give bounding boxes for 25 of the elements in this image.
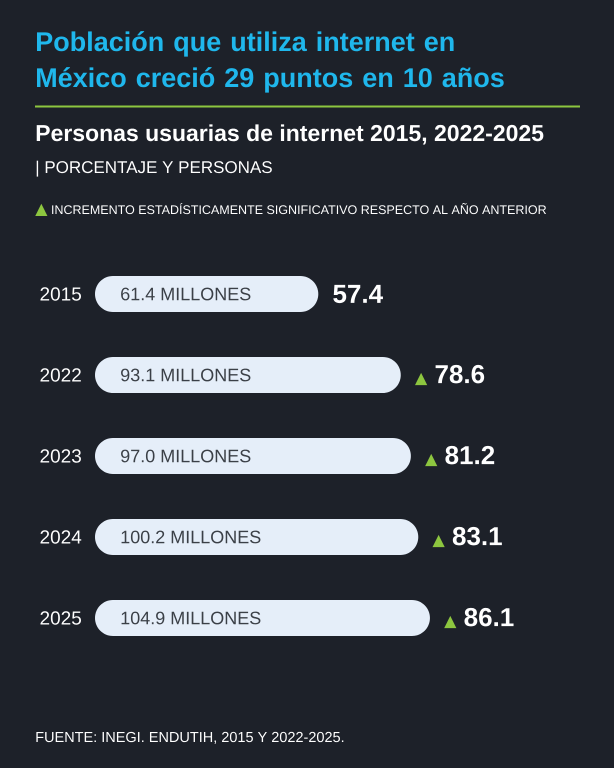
chart-subtitle: Personas usuarias de internet 2015, 2022-2025 xyxy=(36,124,544,145)
data-label: ▲ 83.1 xyxy=(432,526,502,548)
annotation: 93.1 MILLONES xyxy=(121,368,250,382)
bar xyxy=(95,357,401,393)
data-label: ▲ 78.6 xyxy=(415,364,484,386)
annotation: 97.0 MILLONES xyxy=(121,450,250,462)
data-label: ▲ 86.1 xyxy=(444,608,514,628)
bar xyxy=(95,276,318,312)
data-label: ▲ 81.2 xyxy=(425,446,494,466)
annotation: 100.2 MILLONES xyxy=(122,530,260,544)
y-tick-label: 2023 xyxy=(40,449,81,463)
text: ▲ INCREMENTO ESTADÍSTICAMENTE SIGNIFICATIVO RESPECTO AL AÑO ANTERIOR xyxy=(35,203,546,216)
data-label: 57.4 xyxy=(333,284,383,304)
text: | PORCENTAJE Y PERSONAS xyxy=(36,160,272,177)
annotation: 104.9 MILLONES xyxy=(122,612,260,624)
y-tick-label: 2024 xyxy=(40,530,82,544)
y-tick-label: 2015 xyxy=(40,287,81,301)
bar xyxy=(95,438,411,474)
chart-title: Población que utiliza internet en México creció 29 puntos en 10 años xyxy=(37,31,504,93)
source-note: FUENTE: INEGI. ENDUTIH, 2015 Y 2022-2025. xyxy=(36,732,344,744)
y-tick-label: 2022 xyxy=(40,368,81,382)
y-tick-label: 2025 xyxy=(40,611,81,625)
annotation: 61.4 MILLONES xyxy=(121,288,250,300)
bar xyxy=(95,519,418,555)
bar xyxy=(95,600,430,636)
